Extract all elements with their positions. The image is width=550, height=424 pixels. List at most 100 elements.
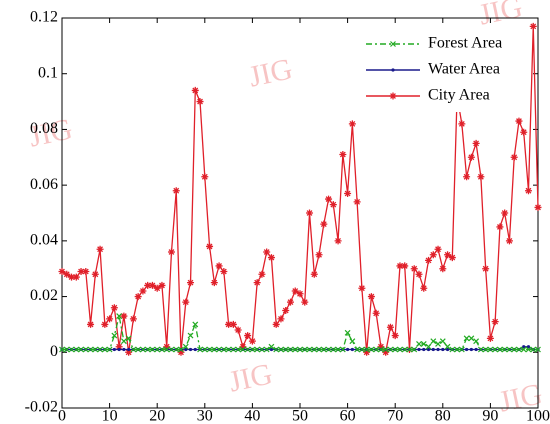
point — [187, 279, 195, 287]
point — [435, 341, 441, 347]
point — [392, 346, 399, 353]
point — [172, 187, 180, 195]
point — [486, 334, 494, 342]
point — [267, 254, 275, 262]
point — [368, 346, 375, 353]
point — [397, 346, 403, 353]
point — [306, 346, 313, 353]
point — [346, 347, 350, 352]
point — [211, 346, 218, 353]
y-tick-label: 0 — [50, 343, 58, 360]
watermark: JIG — [226, 357, 275, 398]
point — [120, 312, 128, 320]
point — [411, 346, 418, 353]
point — [468, 335, 475, 342]
point — [206, 242, 214, 250]
point — [178, 346, 184, 353]
point — [325, 195, 333, 203]
point — [278, 346, 284, 353]
point — [511, 346, 518, 353]
point — [184, 347, 188, 352]
point — [106, 315, 114, 323]
point — [229, 320, 237, 328]
point — [287, 346, 294, 353]
point — [477, 173, 485, 181]
point — [422, 347, 426, 352]
y-tick-label: 0.12 — [30, 9, 58, 26]
point — [68, 346, 75, 353]
point — [416, 341, 422, 347]
point — [68, 273, 76, 281]
y-tick-label: 0.04 — [30, 232, 58, 249]
point — [144, 346, 151, 353]
point — [406, 346, 413, 353]
point — [445, 347, 450, 352]
point — [249, 346, 256, 353]
point — [439, 338, 446, 345]
point — [301, 298, 309, 306]
point — [463, 335, 470, 342]
point — [348, 120, 356, 128]
point — [448, 254, 456, 262]
point — [191, 86, 199, 94]
point — [188, 347, 193, 352]
point — [192, 321, 199, 328]
point — [235, 346, 242, 353]
point — [92, 346, 99, 353]
point — [139, 287, 147, 295]
point — [153, 284, 161, 292]
point — [286, 298, 294, 306]
point — [301, 346, 308, 353]
point — [454, 346, 461, 353]
point — [529, 22, 537, 30]
point — [335, 346, 342, 353]
x-tick-label: 100 — [526, 408, 550, 424]
point — [420, 284, 428, 292]
point — [316, 346, 322, 353]
point — [292, 346, 299, 353]
point — [230, 346, 237, 353]
point — [306, 209, 314, 217]
point — [77, 268, 85, 275]
point — [420, 341, 427, 347]
point — [516, 346, 522, 353]
watermark: JIG — [246, 52, 295, 93]
point — [425, 256, 433, 264]
point — [363, 348, 371, 356]
point — [122, 347, 126, 352]
point — [449, 346, 456, 353]
point — [501, 209, 509, 217]
point — [526, 345, 531, 349]
point — [187, 332, 194, 339]
point — [87, 320, 95, 328]
point — [82, 346, 89, 353]
point — [325, 346, 332, 353]
point — [505, 237, 513, 245]
point — [258, 270, 266, 278]
point — [225, 346, 232, 353]
point — [501, 346, 508, 353]
y-tick-label: -0.02 — [25, 399, 58, 416]
point — [415, 270, 423, 278]
point — [491, 318, 499, 326]
point — [386, 323, 394, 331]
point — [469, 347, 473, 352]
point — [524, 187, 532, 195]
legend-marker — [389, 92, 397, 100]
point — [522, 345, 526, 349]
legend-marker — [390, 41, 396, 47]
point — [472, 139, 480, 147]
x-tick-label: 70 — [387, 408, 403, 424]
point — [525, 346, 532, 353]
point — [78, 346, 84, 353]
point — [244, 346, 251, 353]
point — [125, 348, 133, 356]
point — [339, 151, 347, 158]
point — [110, 304, 118, 312]
y-tick-label: 0.1 — [38, 64, 58, 81]
point — [130, 346, 137, 353]
point — [467, 153, 475, 161]
point — [431, 347, 435, 352]
point — [296, 290, 304, 298]
point — [234, 326, 242, 334]
